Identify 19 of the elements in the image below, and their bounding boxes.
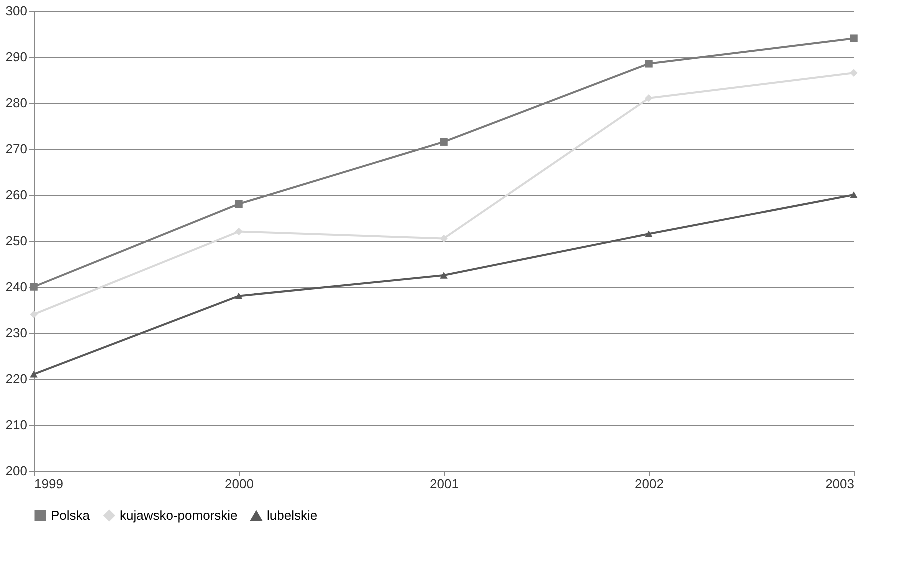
y-tick-label: 260	[6, 188, 28, 202]
y-tick-label: 200	[6, 464, 28, 478]
y-tick-label: 210	[6, 418, 28, 432]
x-tick-label: 2000	[225, 476, 254, 492]
y-tick-label: 280	[6, 96, 28, 110]
y-tick-label: 220	[6, 372, 28, 386]
y-tick-label: 270	[6, 142, 28, 156]
legend-label: lubelskie	[267, 508, 318, 524]
legend-label: kujawsko-pomorskie	[120, 508, 238, 523]
y-tick-label: 230	[6, 326, 28, 340]
y-tick-label: 300	[6, 4, 28, 18]
y-tick-label: 250	[6, 234, 28, 248]
legend-label: Polska	[51, 508, 91, 523]
x-tick-label: 2002	[635, 476, 664, 492]
y-tick-label: 290	[6, 50, 28, 64]
x-tick-label: 1999	[34, 476, 64, 492]
x-tick-label: 2001	[430, 476, 459, 492]
y-tick-label: 240	[6, 280, 28, 294]
x-tick-label: 2003	[826, 476, 854, 492]
